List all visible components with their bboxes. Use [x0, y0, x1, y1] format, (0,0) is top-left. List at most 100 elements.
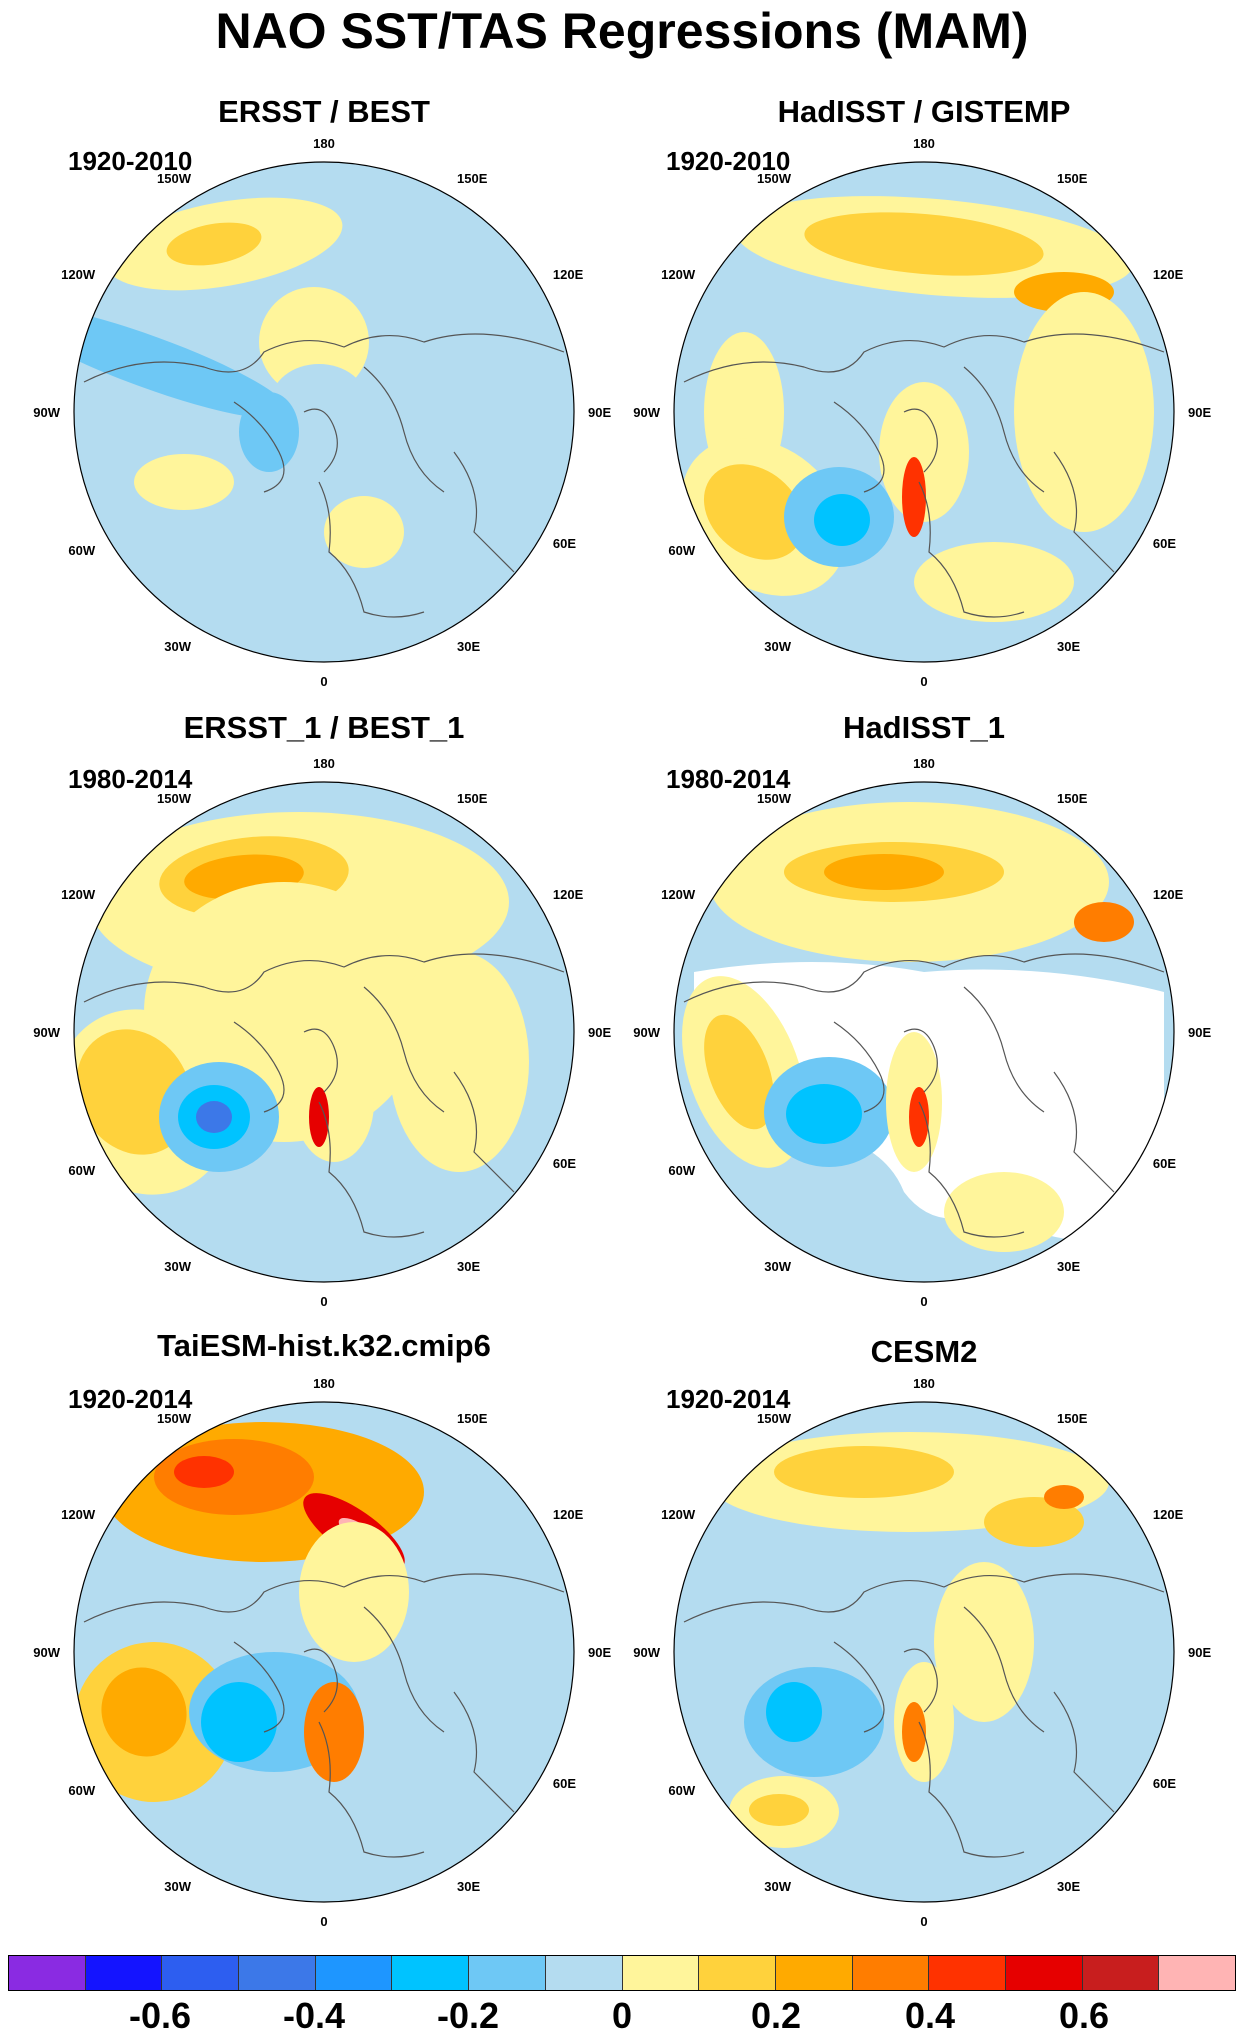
- anomaly-contour: [902, 457, 926, 537]
- longitude-label: 30W: [764, 1259, 791, 1274]
- longitude-label: 90W: [33, 1645, 60, 1660]
- anomaly-contour: [389, 952, 529, 1172]
- colorbar-box: [852, 1956, 930, 1990]
- anomaly-contour: [703, 464, 805, 560]
- polar-map-plot: 180 150E 120E 90E 60E 30E 0 30W 60W 90W 120W 150W: [633, 1376, 1211, 1929]
- longitude-label: 90W: [633, 1645, 660, 1660]
- longitude-label: 30E: [457, 1259, 480, 1274]
- coastline: [83, 1573, 565, 1858]
- map-border: [73, 1401, 575, 1903]
- longitude-label: 30W: [164, 1259, 191, 1274]
- longitude-label: 120W: [61, 1507, 96, 1522]
- panel-period: 1980-2014: [68, 764, 193, 794]
- map-border: [673, 781, 1175, 1283]
- colorbar-label: 0.2: [750, 1995, 802, 2036]
- anomaly-contour: [902, 1702, 926, 1762]
- longitude-label: 60E: [1153, 1156, 1176, 1171]
- longitude-label: 120E: [553, 887, 584, 902]
- longitude-label: 60E: [553, 1156, 576, 1171]
- longitude-label: 120E: [1153, 887, 1184, 902]
- longitude-label: 30W: [764, 639, 791, 654]
- panel-title: CESM2: [870, 1334, 978, 1369]
- longitude-label: 90W: [33, 405, 60, 420]
- longitude-label: 30E: [457, 639, 480, 654]
- anomaly-contour: [814, 494, 870, 546]
- longitude-label: 150W: [157, 791, 192, 806]
- panel-period: 1920-2010: [666, 146, 791, 176]
- longitude-label: 30W: [164, 639, 191, 654]
- anomaly-contour: [749, 1794, 809, 1826]
- longitude-label: 150E: [1057, 791, 1088, 806]
- longitude-label: 90W: [633, 405, 660, 420]
- anomaly-contour: [824, 854, 944, 890]
- longitude-label: 120W: [661, 1507, 696, 1522]
- longitude-label: 120E: [553, 267, 584, 282]
- coastline: [83, 953, 565, 1238]
- anomaly-contour: [304, 1682, 364, 1782]
- longitude-label: 60E: [553, 536, 576, 551]
- longitude-label: 150W: [757, 1411, 792, 1426]
- polar-map-plot: 180 150E 120E 90E 60E 30E 0 30W 60W 90W 120W 150W: [633, 136, 1211, 689]
- anomaly-contour: [944, 1172, 1064, 1252]
- longitude-label: 60E: [1153, 1776, 1176, 1791]
- colorbar-box: [545, 1956, 623, 1990]
- longitude-label: 90W: [633, 1025, 660, 1040]
- longitude-label: 150W: [157, 1411, 192, 1426]
- longitude-label: 180: [913, 136, 935, 151]
- longitude-label: 90E: [1188, 1025, 1211, 1040]
- longitude-label: 90E: [588, 1025, 611, 1040]
- anomaly-contour: [1044, 1485, 1084, 1509]
- longitude-label: 60W: [668, 1783, 695, 1798]
- coastline: [83, 333, 565, 618]
- longitude-label: 60W: [68, 1163, 95, 1178]
- longitude-label: 90E: [1188, 1645, 1211, 1660]
- longitude-label: 90E: [588, 1645, 611, 1660]
- polar-map-plot: 180 150E 120E 90E 60E 30E 0 30W 60W 90W 120W 150W: [33, 756, 611, 1309]
- polar-map: 180 150E 120E 90E 60E 30E 0 30W 60W 90W 120W 150W: [33, 1376, 611, 1929]
- polar-map: 180 150E 120E 90E 60E 30E 0 30W 60W 90W 120W 150W: [633, 1376, 1211, 1929]
- longitude-label: 60E: [1153, 536, 1176, 551]
- polar-map: 180 150E 120E 90E 60E 30E 0 30W 60W 90W 120W 150W: [633, 136, 1211, 689]
- polar-map-plot: 180 150E 120E 90E 60E 30E 0 30W 60W 90W 120W 150W: [33, 136, 611, 689]
- colorbar-box: [699, 1956, 776, 1990]
- panel-title: ERSST_1 / BEST_1: [183, 710, 465, 745]
- anomaly-contour: [774, 1446, 954, 1498]
- colorbar-label: -0.6: [128, 1995, 192, 2036]
- anomaly-contour: [101, 1667, 187, 1757]
- colorbar-box: [1005, 1956, 1083, 1990]
- longitude-label: 180: [313, 136, 335, 151]
- anomaly-contour: [196, 1101, 232, 1133]
- coastline: [683, 333, 1165, 618]
- longitude-label: 120W: [661, 267, 696, 282]
- longitude-label: 90E: [588, 405, 611, 420]
- longitude-label: 60E: [553, 1776, 576, 1791]
- polar-map-plot: 180 150E 120E 90E 60E 30E 0 30W 60W 90W 120W 150W: [33, 1376, 611, 1929]
- polar-map: 180 150E 120E 90E 60E 30E 0 30W 60W 90W 120W 150W: [633, 756, 1211, 1309]
- anomaly-contour: [934, 1562, 1034, 1722]
- panel-title: HadISST / GISTEMP: [777, 94, 1071, 129]
- map-border: [73, 781, 575, 1283]
- longitude-label: 60W: [668, 543, 695, 558]
- anomaly-contour: [166, 222, 262, 266]
- panel-period: 1980-2014: [666, 764, 791, 794]
- colorbar-box: [9, 1956, 86, 1990]
- longitude-label: 150E: [1057, 1411, 1088, 1426]
- longitude-label: 0: [920, 1294, 927, 1309]
- longitude-label: 180: [913, 756, 935, 771]
- longitude-label: 60W: [68, 543, 95, 558]
- colorbar-box: [315, 1956, 393, 1990]
- longitude-label: 90E: [1188, 405, 1211, 420]
- coastline: [683, 1573, 1165, 1858]
- longitude-label: 30W: [764, 1879, 791, 1894]
- colorbar-box: [162, 1956, 240, 1990]
- longitude-label: 0: [320, 1914, 327, 1929]
- polar-map: 180 150E 120E 90E 60E 30E 0 30W 60W 90W 120W 150W: [33, 756, 611, 1309]
- map-border: [73, 161, 575, 663]
- panel-period: 1920-2010: [68, 146, 193, 176]
- colorbar-box: [929, 1956, 1006, 1990]
- colorbar-box: [775, 1956, 853, 1990]
- anomaly-contour: [201, 1682, 277, 1762]
- longitude-label: 60W: [668, 1163, 695, 1178]
- colorbar-label: -0.4: [282, 1995, 346, 2036]
- colorbar-box: [85, 1956, 163, 1990]
